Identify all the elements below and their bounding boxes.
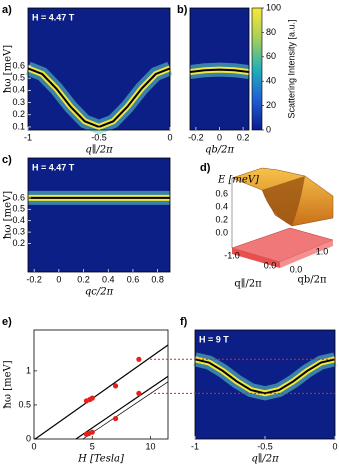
y-tick-label: 0.6 bbox=[12, 60, 25, 70]
dispersion-line bbox=[34, 344, 169, 440]
annotation: H = 4.47 T bbox=[32, 12, 75, 22]
y-tick-label: 0.5 bbox=[18, 399, 31, 409]
x-tick-label: -0.2 bbox=[26, 274, 42, 284]
dispersion-line bbox=[82, 381, 169, 440]
x-tick-label: 0 bbox=[332, 441, 337, 451]
y-tick-label: 0.0 bbox=[290, 264, 303, 274]
x-tick-label: -1.0 bbox=[224, 250, 240, 260]
panel-label: e) bbox=[2, 316, 12, 328]
data-point bbox=[136, 390, 142, 396]
y-axis-label: qb/2π bbox=[297, 275, 327, 286]
annotation: H = 9 T bbox=[199, 334, 229, 344]
x-tick-label: 0 bbox=[217, 132, 222, 142]
dispersion-line bbox=[75, 375, 169, 440]
x-tick-label: 5 bbox=[90, 441, 95, 451]
data-point bbox=[112, 383, 119, 389]
x-tick-label: 0.2 bbox=[77, 274, 90, 284]
x-tick-label: -1 bbox=[191, 441, 199, 451]
dispersion-line bbox=[27, 67, 171, 129]
y-tick-label: 0.4 bbox=[12, 85, 25, 95]
x-tick-label: -0.2 bbox=[188, 132, 204, 142]
panel-label: a) bbox=[2, 4, 12, 16]
x-tick-label: 0.0 bbox=[264, 260, 277, 270]
x-axis-label: qc/2π bbox=[85, 287, 114, 298]
dispersion-line bbox=[194, 358, 336, 395]
x-tick-label: -0.5 bbox=[91, 132, 107, 142]
y-tick-label: 0.3 bbox=[12, 226, 25, 236]
plot-frame bbox=[27, 157, 171, 273]
x-tick-label: 0 bbox=[31, 441, 36, 451]
plot-area bbox=[33, 329, 169, 440]
annotation: H = 4.47 T bbox=[32, 162, 75, 172]
y-tick-label: 0.1 bbox=[12, 121, 25, 131]
data-point bbox=[112, 415, 119, 422]
x-tick-label: 0.8 bbox=[151, 274, 164, 284]
y-axis-label: ħω [meV] bbox=[3, 360, 14, 408]
x-tick-label: 0.6 bbox=[127, 274, 140, 284]
y-axis-label: ħω [meV] bbox=[3, 191, 14, 239]
x-axis-label: q∥/2π bbox=[251, 453, 279, 465]
panel-label: b) bbox=[177, 4, 188, 16]
x-axis-label: q∥/2π bbox=[234, 278, 262, 290]
dispersion-line bbox=[189, 68, 250, 74]
x-tick-label: 0 bbox=[167, 132, 172, 142]
z-tick-label: 0.4 bbox=[215, 201, 228, 211]
x-tick-label: 0.4 bbox=[102, 274, 115, 284]
colorbar-tick-label: 40 bbox=[266, 76, 276, 86]
y-tick-label: 1.0 bbox=[316, 246, 329, 256]
y-tick-label: 0.5 bbox=[12, 73, 25, 83]
panel-label: c) bbox=[2, 154, 12, 166]
z-tick-label: 0.2 bbox=[215, 214, 228, 224]
x-tick-label: 10 bbox=[146, 441, 156, 451]
panel-label: d) bbox=[200, 162, 211, 174]
colorbar-tick-label: 100 bbox=[266, 2, 281, 12]
x-tick-label: -0.5 bbox=[257, 441, 273, 451]
z-tick-label: 0.6 bbox=[215, 188, 228, 198]
data-point bbox=[136, 356, 142, 362]
x-axis-label: H [Tesla] bbox=[77, 454, 124, 465]
data-point bbox=[89, 395, 95, 401]
colorbar-label: Scattering Intensity [a.u.] bbox=[286, 19, 296, 118]
heatmap-background bbox=[195, 330, 335, 439]
colorbar bbox=[251, 7, 263, 131]
colorbar-tick-label: 80 bbox=[266, 27, 276, 37]
z-tick-label: 0.0 bbox=[215, 227, 228, 237]
data-point bbox=[89, 429, 95, 435]
heatmap-background bbox=[28, 158, 170, 272]
y-tick-label: 0.2 bbox=[12, 238, 25, 248]
colorbar-tick-label: 60 bbox=[266, 51, 276, 61]
heatmap-background bbox=[28, 8, 170, 130]
colorbar-tick-label: 0 bbox=[266, 124, 271, 134]
x-axis-label: q∥/2π bbox=[85, 144, 113, 156]
y-tick-label: 0.4 bbox=[12, 215, 25, 225]
y-tick-label: 0.5 bbox=[12, 204, 25, 214]
panel-label: f) bbox=[180, 316, 188, 328]
y-tick-label: 0.3 bbox=[12, 97, 25, 107]
y-tick-label: 0 bbox=[26, 433, 31, 443]
z-axis-label: E [meV] bbox=[217, 175, 259, 186]
y-axis-label: ħω [meV] bbox=[3, 45, 14, 93]
colorbar-tick-label: 20 bbox=[266, 100, 276, 110]
y-tick-label: 1 bbox=[26, 365, 31, 375]
surface-plot bbox=[231, 167, 334, 268]
x-axis-label: qb/2π bbox=[205, 145, 235, 156]
x-tick-label: 0.2 bbox=[237, 132, 250, 142]
y-tick-label: 0.6 bbox=[12, 192, 25, 202]
x-tick-label: -1 bbox=[24, 132, 32, 142]
y-tick-label: 0.2 bbox=[12, 109, 25, 119]
x-tick-label: 0 bbox=[56, 274, 61, 284]
